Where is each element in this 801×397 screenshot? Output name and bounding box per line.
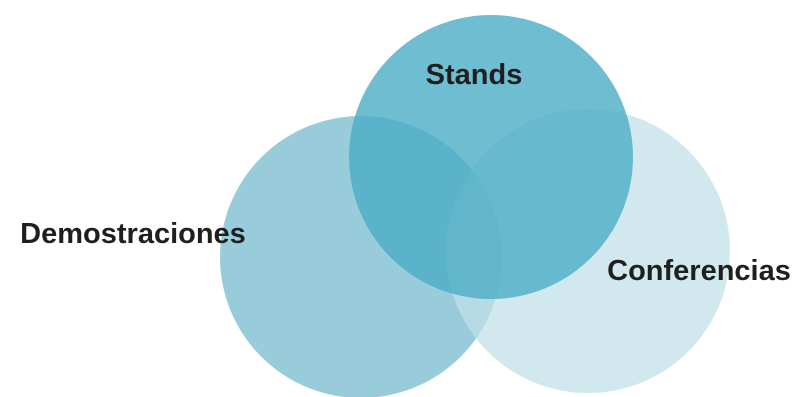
label-conferencias: Conferencias bbox=[607, 255, 791, 287]
circle-stands bbox=[349, 15, 633, 299]
label-stands: Stands bbox=[426, 59, 523, 91]
label-demostraciones: Demostraciones bbox=[20, 218, 246, 250]
